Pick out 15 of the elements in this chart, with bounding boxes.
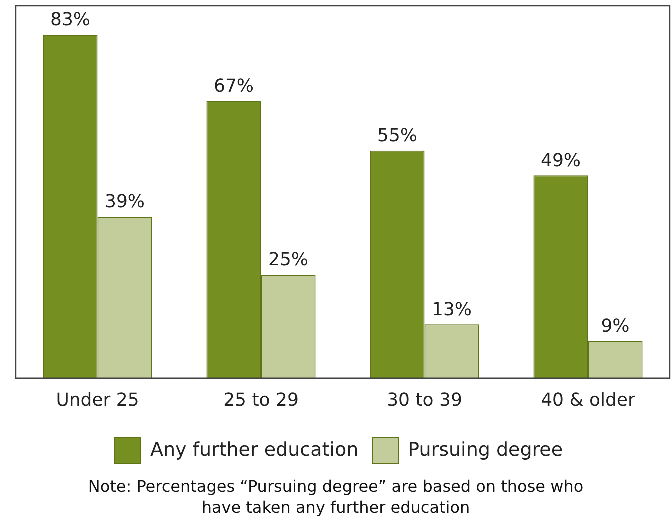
legend-label: Any further education bbox=[150, 438, 359, 461]
data-label: 39% bbox=[105, 192, 146, 213]
x-tick-label: Under 25 bbox=[56, 390, 140, 411]
data-label: 67% bbox=[214, 76, 254, 97]
data-label: 25% bbox=[268, 250, 309, 271]
x-tick-label: 30 to 39 bbox=[387, 390, 462, 411]
x-tick-label: 25 to 29 bbox=[224, 390, 299, 411]
data-label: 83% bbox=[50, 10, 90, 31]
x-tick-label: 40 & older bbox=[541, 390, 636, 411]
text: Note: Percentages “Pursuing degree” are based on those who have taken any further education bbox=[87, 476, 585, 518]
data-label: 55% bbox=[377, 125, 418, 146]
data-label: 9% bbox=[601, 316, 630, 337]
data-label: 49% bbox=[540, 150, 581, 172]
data-label: 13% bbox=[432, 299, 472, 320]
legend-label: Pursuing degree bbox=[408, 438, 564, 461]
